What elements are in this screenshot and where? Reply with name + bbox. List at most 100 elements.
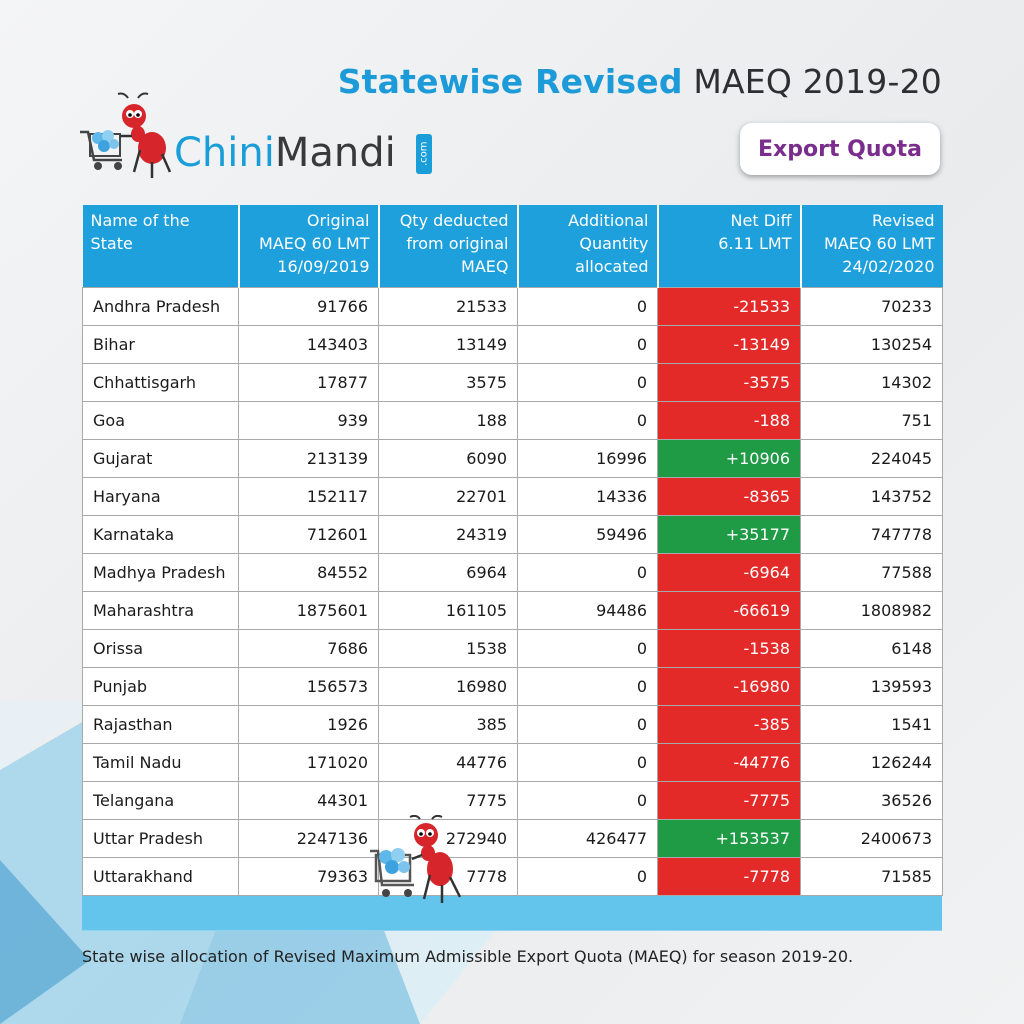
column-header: Net Diff 6.11 LMT <box>657 205 802 288</box>
state-name-cell: Maharashtra <box>82 591 239 630</box>
net-diff-cell: +35177 <box>657 515 801 554</box>
value-cell: 156573 <box>238 667 379 706</box>
value-cell: 139593 <box>800 667 943 706</box>
export-quota-badge: Export Quota <box>740 123 940 175</box>
logo-com-tag: .com <box>416 134 432 174</box>
net-diff-cell: -6964 <box>657 553 801 592</box>
state-name-cell: Punjab <box>82 667 239 706</box>
value-cell: 1541 <box>800 705 943 744</box>
value-cell: 14336 <box>517 477 658 516</box>
value-cell: 0 <box>517 629 658 668</box>
value-cell: 1926 <box>238 705 379 744</box>
net-diff-cell: -16980 <box>657 667 801 706</box>
table-row: Andhra Pradesh 91766 21533 0 -21533 70233 <box>82 287 943 326</box>
value-cell: 0 <box>517 781 658 820</box>
column-header: Additional Quantity allocated <box>517 205 659 288</box>
column-header-line: State <box>90 234 133 253</box>
state-name-cell: Orissa <box>82 629 239 668</box>
table-row: Uttarakhand 79363 7778 0 -7778 71585 <box>82 857 943 896</box>
net-diff-cell: -44776 <box>657 743 801 782</box>
maeq-table: Name of the State Original MAEQ 60 LMT 16/09… <box>82 205 943 896</box>
column-header: Qty deducted from original MAEQ <box>378 205 519 288</box>
value-cell: 36526 <box>800 781 943 820</box>
title-rest: MAEQ 2019-20 <box>693 62 942 101</box>
state-name-cell: Bihar <box>82 325 239 364</box>
state-name-cell: Haryana <box>82 477 239 516</box>
net-diff-cell: -8365 <box>657 477 801 516</box>
table-row: Telangana 44301 7775 0 -7775 36526 <box>82 781 943 820</box>
value-cell: 426477 <box>517 819 658 858</box>
state-name-cell: Telangana <box>82 781 239 820</box>
table-row: Karnataka 712601 24319 59496 +35177 747778 <box>82 515 943 554</box>
table-row: Bihar 143403 13149 0 -13149 130254 <box>82 325 943 364</box>
value-cell: 79363 <box>238 857 379 896</box>
value-cell: 747778 <box>800 515 943 554</box>
value-cell: 1875601 <box>238 591 379 630</box>
table-row: Goa 939 188 0 -188 751 <box>82 401 943 440</box>
value-cell: 188 <box>378 401 518 440</box>
state-name-cell: Tamil Nadu <box>82 743 239 782</box>
value-cell: 6090 <box>378 439 518 478</box>
value-cell: 224045 <box>800 439 943 478</box>
title-highlight: Statewise Revised <box>337 62 683 101</box>
column-header-line: Original <box>306 211 370 230</box>
ant-mascot-icon <box>80 92 172 178</box>
value-cell: 171020 <box>238 743 379 782</box>
column-header-line: 16/09/2019 <box>277 257 370 276</box>
column-header-line: allocated <box>575 257 649 276</box>
table-row: Chhattisgarh 17877 3575 0 -3575 14302 <box>82 363 943 402</box>
table-row: Gujarat 213139 6090 16996 +10906 224045 <box>82 439 943 478</box>
chinimandi-logo: ChiniMandi .com <box>78 92 438 182</box>
value-cell: 13149 <box>378 325 518 364</box>
column-header-line: 24/02/2020 <box>842 257 935 276</box>
column-header: Original MAEQ 60 LMT 16/09/2019 <box>238 205 380 288</box>
value-cell: 1538 <box>378 629 518 668</box>
state-name-cell: Karnataka <box>82 515 239 554</box>
table-row: Rajasthan 1926 385 0 -385 1541 <box>82 705 943 744</box>
column-header-line: Qty deducted <box>399 211 509 230</box>
value-cell: 161105 <box>378 591 518 630</box>
value-cell: 126244 <box>800 743 943 782</box>
state-name-cell: Chhattisgarh <box>82 363 239 402</box>
value-cell: 71585 <box>800 857 943 896</box>
state-name-cell: Rajasthan <box>82 705 239 744</box>
column-header-line: Revised <box>872 211 935 230</box>
state-name-cell: Uttar Pradesh <box>82 819 239 858</box>
value-cell: 7686 <box>238 629 379 668</box>
column-header: Name of the State <box>82 205 240 288</box>
net-diff-cell: -21533 <box>657 287 801 326</box>
maeq-table-container: Name of the State Original MAEQ 60 LMT 16/09… <box>82 205 943 931</box>
state-name-cell: Goa <box>82 401 239 440</box>
value-cell: 0 <box>517 363 658 402</box>
value-cell: 130254 <box>800 325 943 364</box>
table-row: Haryana 152117 22701 14336 -8365 143752 <box>82 477 943 516</box>
value-cell: 70233 <box>800 287 943 326</box>
column-header-line: Net Diff <box>730 211 792 230</box>
value-cell: 0 <box>517 401 658 440</box>
column-header: Revised MAEQ 60 LMT 24/02/2020 <box>800 205 943 288</box>
logo-wordmark: ChiniMandi <box>174 130 396 176</box>
value-cell: 2247136 <box>238 819 379 858</box>
value-cell: 77588 <box>800 553 943 592</box>
net-diff-cell: -3575 <box>657 363 801 402</box>
value-cell: 17877 <box>238 363 379 402</box>
column-header-line: Quantity <box>579 234 649 253</box>
value-cell: 6964 <box>378 553 518 592</box>
table-body: Andhra Pradesh 91766 21533 0 -21533 70233 Biha… <box>82 287 943 896</box>
value-cell: 0 <box>517 705 658 744</box>
value-cell: 939 <box>238 401 379 440</box>
column-header-line: 6.11 LMT <box>718 234 792 253</box>
value-cell: 0 <box>517 743 658 782</box>
table-footer-band <box>82 896 942 931</box>
net-diff-cell: -188 <box>657 401 801 440</box>
ant-cart-mascot-icon <box>370 815 462 903</box>
value-cell: 712601 <box>238 515 379 554</box>
column-header-line: Name of the <box>90 211 190 230</box>
value-cell: 143752 <box>800 477 943 516</box>
value-cell: 24319 <box>378 515 518 554</box>
logo-mandi: Mandi <box>274 130 396 176</box>
value-cell: 0 <box>517 287 658 326</box>
net-diff-cell: -7775 <box>657 781 801 820</box>
net-diff-cell: -1538 <box>657 629 801 668</box>
value-cell: 143403 <box>238 325 379 364</box>
